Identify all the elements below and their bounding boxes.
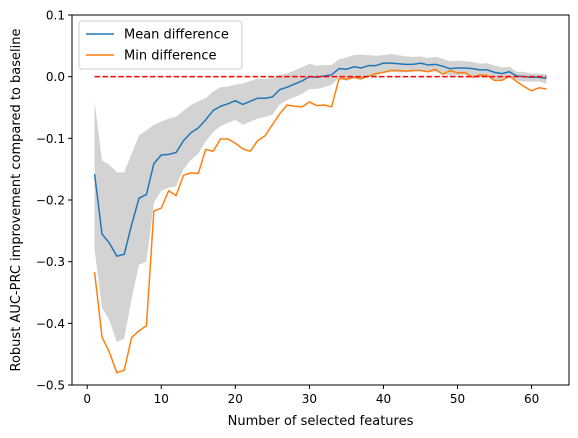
y-axis-label: Robust AUC-PRC improvement compared to b…: [9, 29, 24, 372]
x-axis: 0 10 20 30 40 50 60: [83, 385, 539, 406]
y-axis: −0.5 −0.4 −0.3 −0.2 −0.1 0.0 0.1: [36, 9, 72, 393]
legend-box: [78, 20, 243, 70]
y-tick-label: −0.4: [36, 317, 65, 331]
legend: Mean difference Min difference: [78, 20, 243, 70]
plot-area: [93, 53, 547, 374]
x-tick-label: 40: [376, 392, 391, 406]
x-axis-label: Number of selected features: [228, 414, 414, 429]
x-tick-label: 50: [450, 392, 465, 406]
y-tick-label: −0.5: [36, 379, 65, 393]
y-tick-label: −0.3: [36, 255, 65, 269]
legend-label-min: Min difference: [124, 49, 216, 64]
y-tick-label: −0.1: [36, 132, 65, 146]
x-tick-label: 20: [228, 392, 243, 406]
legend-label-mean: Mean difference: [124, 28, 229, 43]
x-tick-label: 10: [154, 392, 169, 406]
x-tick-label: 30: [302, 392, 317, 406]
y-tick-label: 0.1: [46, 9, 65, 23]
x-tick-label: 60: [524, 392, 539, 406]
range-band: [94, 53, 547, 342]
x-tick-label: 0: [83, 392, 91, 406]
y-tick-label: −0.2: [36, 194, 65, 208]
y-tick-label: 0.0: [46, 70, 65, 84]
